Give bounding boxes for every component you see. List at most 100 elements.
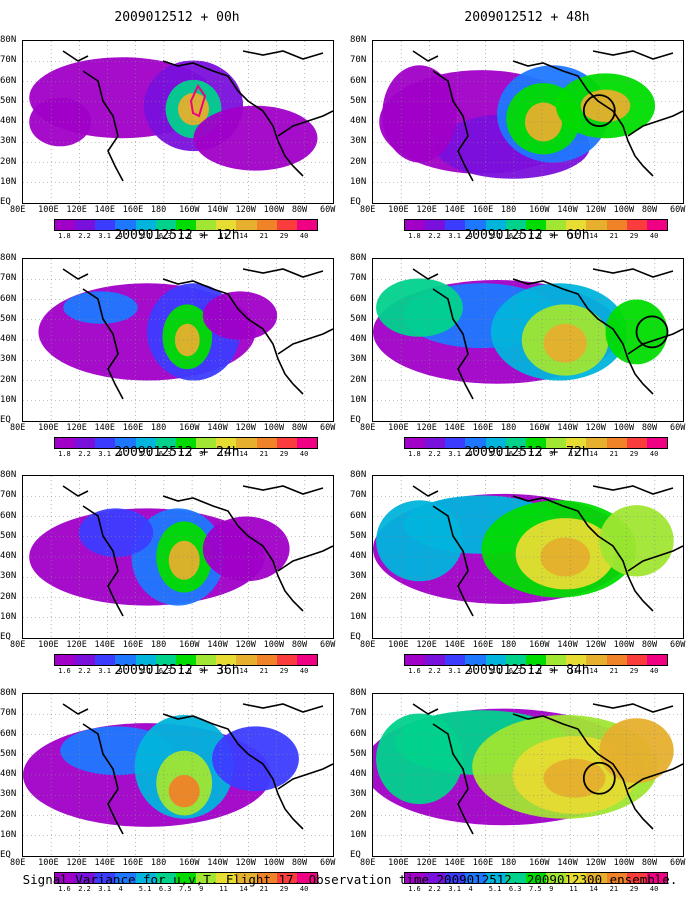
colorbar-level-label: 1.6 (58, 885, 71, 893)
x-tick-label: 180 (500, 423, 517, 433)
colorbar-swatch (175, 220, 197, 230)
colorbar-level-label: 4 (118, 667, 123, 675)
coastline (62, 50, 89, 62)
y-tick-label: 60N (0, 293, 17, 304)
colorbar-swatch (55, 873, 76, 883)
colorbar-level-label: 6.3 (508, 885, 522, 893)
y-tick-label: 10N (350, 829, 367, 840)
colorbar-swatch (606, 220, 627, 230)
colorbar-swatch (425, 655, 446, 665)
coastline (412, 485, 439, 497)
y-tick-label: 70N (0, 708, 17, 719)
y-tick-label: 60N (350, 510, 367, 521)
colorbar-swatch (95, 438, 116, 448)
colorbar-swatch (236, 655, 257, 665)
x-tick-label: 160W (179, 205, 200, 215)
colorbar-swatch (276, 220, 297, 230)
x-tick-label: 180 (150, 640, 167, 650)
flight-track-marker (189, 84, 207, 118)
colorbar-level-label: 14 (589, 232, 598, 240)
colorbar-level-label: 7.5 (529, 450, 542, 458)
colorbar-level-label: 29 (629, 667, 639, 675)
coastline (627, 545, 683, 572)
coastline (162, 60, 304, 177)
y-tick-label: 10N (0, 176, 17, 187)
x-tick-label: 100E (388, 205, 409, 215)
colorbar-swatch (296, 873, 318, 883)
colorbar-level-label: 9 (549, 450, 554, 458)
x-tick-label: 160W (529, 858, 550, 868)
x-tick-label: 100W (263, 640, 285, 650)
y-tick-label: 60N (0, 728, 17, 739)
colorbar-level-label: 5.1 (488, 232, 502, 240)
coastline (277, 110, 333, 137)
y-tick-label: 50N (0, 530, 17, 541)
x-tick-label: 100E (388, 640, 409, 650)
colorbar-swatch (236, 873, 257, 883)
colorbar-swatch (155, 438, 176, 448)
x-tick-label: 140W (207, 423, 228, 433)
x-tick-label: 160W (529, 640, 550, 650)
colorbar-level-label: 14 (589, 667, 598, 675)
colorbar-level-label: 21 (259, 667, 269, 675)
coastline (162, 495, 304, 612)
colorbar-level-label: 11 (569, 450, 578, 458)
x-tick-label: 180 (500, 205, 517, 215)
colorbar-level-label: 29 (279, 232, 289, 240)
map-panel (22, 693, 334, 857)
colorbar-level-label: 3.1 (448, 450, 462, 458)
colorbar-level-label: 5.1 (488, 450, 502, 458)
colorbar-level-label: 1.8 (58, 232, 71, 240)
coastline (592, 50, 674, 60)
x-tick-label: 120W (235, 423, 256, 433)
colorbar-level-label: 21 (609, 885, 619, 893)
y-tick-label: 70N (350, 708, 367, 719)
coastline (627, 328, 683, 355)
x-tick-label: 120W (585, 423, 606, 433)
colorbar-swatch (256, 873, 277, 883)
colorbar-swatch (216, 873, 237, 883)
colorbar-swatch (196, 873, 217, 883)
coastline (62, 703, 89, 715)
colorbar-level-label: 3.1 (98, 450, 112, 458)
colorbar-swatch (546, 438, 567, 448)
colorbar-swatch (115, 873, 136, 883)
x-tick-label: 120W (585, 205, 606, 215)
colorbar-swatch (525, 220, 547, 230)
colorbar-swatch (196, 438, 217, 448)
coastline (512, 713, 654, 830)
colorbar-swatch (606, 873, 627, 883)
colorbar-swatch (566, 873, 587, 883)
heatmap-canvas (23, 476, 333, 638)
x-tick-label: 100E (38, 858, 59, 868)
x-tick-label: 160W (179, 423, 200, 433)
y-tick-label: 40N (350, 116, 367, 126)
y-tick-label: 50N (350, 95, 367, 106)
colorbar-level-label: 6.3 (508, 450, 522, 458)
colorbar-swatch (405, 220, 426, 230)
colorbar-swatch (505, 655, 526, 665)
colorbar-level-label: 9 (199, 885, 204, 893)
colorbar-swatch (276, 655, 297, 665)
colorbar-swatch (405, 655, 426, 665)
x-tick-label: 140W (557, 205, 578, 215)
colorbar-level-label: 1.8 (408, 232, 421, 240)
x-tick-label: 120E (416, 205, 437, 215)
map-panel (22, 40, 334, 204)
colorbar-level-label: 11 (569, 667, 578, 675)
colorbar-level-label: 3.1 (98, 232, 112, 240)
colorbar-swatch (505, 220, 526, 230)
y-tick-label: 10N (350, 176, 367, 187)
coastline (162, 278, 304, 395)
colorbar-level-label: 7.5 (179, 450, 192, 458)
x-tick-label: 60W (320, 640, 336, 650)
y-tick-label: 20N (350, 374, 367, 385)
colorbar-swatch (525, 655, 547, 665)
x-tick-label: 100W (613, 858, 635, 868)
coastline (162, 713, 304, 830)
heatmap-canvas (373, 259, 683, 421)
colorbar-level-label: 7.5 (529, 667, 542, 675)
y-tick-label: 80N (350, 688, 367, 698)
x-tick-label: 60W (320, 423, 336, 433)
coastline (412, 703, 439, 715)
